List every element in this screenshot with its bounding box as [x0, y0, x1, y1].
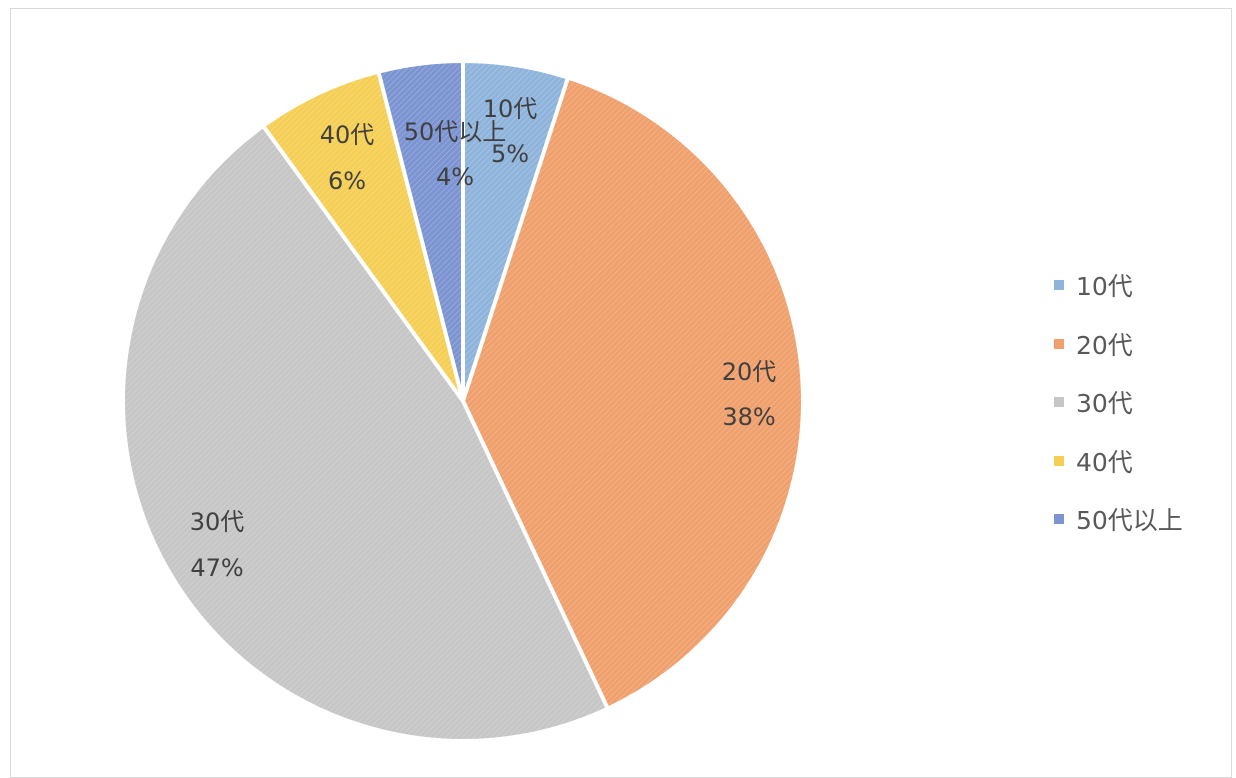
legend-item-10s: 10代 [1054, 256, 1229, 315]
legend-swatch-10s [1054, 280, 1064, 291]
data-label-50s-value: 4% [436, 163, 474, 191]
legend-label-50s-plus: 50代以上 [1076, 506, 1183, 536]
data-label-30s-value: 47% [190, 554, 243, 582]
legend-item-50s-plus: 50代以上 [1054, 490, 1229, 549]
legend: 10代 20代 30代 40代 50代以上 [1054, 256, 1229, 549]
data-label-20s-value: 38% [722, 403, 775, 431]
data-label-10s-category: 10代 [483, 95, 538, 123]
legend-item-40s: 40代 [1054, 432, 1229, 491]
legend-label-20s: 20代 [1076, 330, 1133, 360]
legend-label-40s: 40代 [1076, 447, 1133, 477]
legend-swatch-30s [1054, 397, 1064, 408]
legend-swatch-20s [1054, 338, 1064, 349]
data-label-40s-value: 6% [328, 167, 366, 195]
legend-label-10s: 10代 [1076, 272, 1133, 302]
data-label-40s-category: 40代 [320, 121, 375, 149]
data-label-30s-category: 30代 [190, 508, 245, 536]
legend-swatch-50s-plus [1054, 514, 1064, 525]
pie-data-labels: 10代 5% 20代 38% 30代 47% 40代 6% 50代以上 4% [190, 95, 777, 582]
data-label-20s-category: 20代 [722, 358, 777, 386]
data-label-50s-category: 50代以上 [404, 118, 507, 146]
legend-item-20s: 20代 [1054, 315, 1229, 374]
legend-item-30s: 30代 [1054, 373, 1229, 432]
legend-label-30s: 30代 [1076, 389, 1133, 419]
legend-swatch-40s [1054, 455, 1064, 466]
data-label-10s-value: 5% [491, 140, 529, 168]
